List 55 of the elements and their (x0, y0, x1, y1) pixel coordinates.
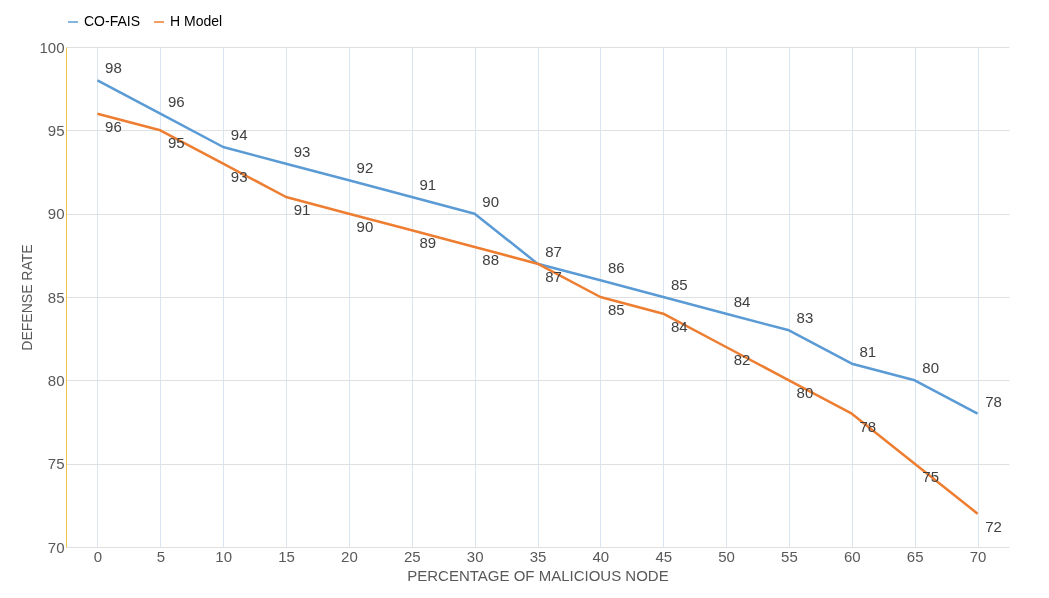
data-label: 87 (545, 267, 562, 285)
y-tick-label: 85 (47, 288, 65, 306)
data-label: 90 (482, 192, 499, 210)
line-series (96, 79, 979, 415)
x-tick-label: 45 (655, 547, 673, 565)
data-label: 82 (733, 351, 751, 368)
y-tick-label: 95 (47, 121, 65, 139)
data-label: 93 (230, 167, 248, 185)
x-axis-title: PERCENTAGE OF MALICIOUS NODE (407, 566, 669, 584)
x-tick-label: 10 (215, 547, 233, 565)
legend-label: H Model (170, 13, 223, 29)
data-label: 94 (230, 126, 248, 143)
line-series (96, 112, 979, 515)
data-label: 88 (482, 251, 499, 268)
data-label: 87 (545, 242, 562, 260)
x-tick-label: 55 (781, 547, 798, 565)
y-tick-label: 75 (47, 455, 65, 473)
x-tick-label: 20 (341, 547, 358, 565)
data-label: 72 (985, 517, 1002, 535)
y-tick-label: 90 (47, 205, 65, 223)
data-label: 84 (733, 292, 751, 310)
data-label: 91 (419, 176, 437, 193)
x-tick-label: 30 (466, 547, 484, 565)
data-label: 80 (796, 384, 814, 402)
y-tick-label: 100 (39, 38, 65, 56)
data-label: 85 (670, 276, 688, 293)
data-label: 84 (670, 317, 688, 335)
data-label: 92 (356, 159, 374, 177)
y-axis-title: DEFENSE RATE (19, 244, 36, 351)
data-label: 93 (293, 142, 311, 160)
data-label: 96 (167, 92, 185, 110)
x-tick-label: 50 (718, 547, 735, 565)
x-tick-label: 70 (969, 547, 987, 565)
data-label: 78 (985, 392, 1002, 410)
data-label: 96 (105, 117, 122, 135)
data-label: 80 (922, 359, 940, 377)
legend-label: CO-FAIS (84, 13, 141, 29)
data-label: 85 (608, 301, 625, 318)
x-tick-label: 25 (403, 547, 421, 565)
data-label: 91 (293, 201, 311, 218)
data-label: 86 (608, 259, 625, 277)
x-tick-label: 0 (93, 547, 103, 565)
y-tick-label: 80 (47, 371, 65, 389)
data-label: 89 (419, 234, 437, 252)
data-label: 98 (105, 59, 122, 77)
x-tick-label: 35 (529, 547, 547, 565)
x-tick-label: 65 (906, 547, 924, 565)
data-label: 90 (356, 217, 374, 235)
data-label: 83 (796, 309, 814, 327)
x-tick-label: 40 (592, 547, 610, 565)
data-label: 95 (167, 134, 185, 152)
x-tick-label: 60 (843, 547, 861, 565)
data-label: 81 (859, 342, 877, 360)
x-tick-label: 5 (156, 547, 165, 565)
x-tick-label: 15 (278, 547, 295, 565)
